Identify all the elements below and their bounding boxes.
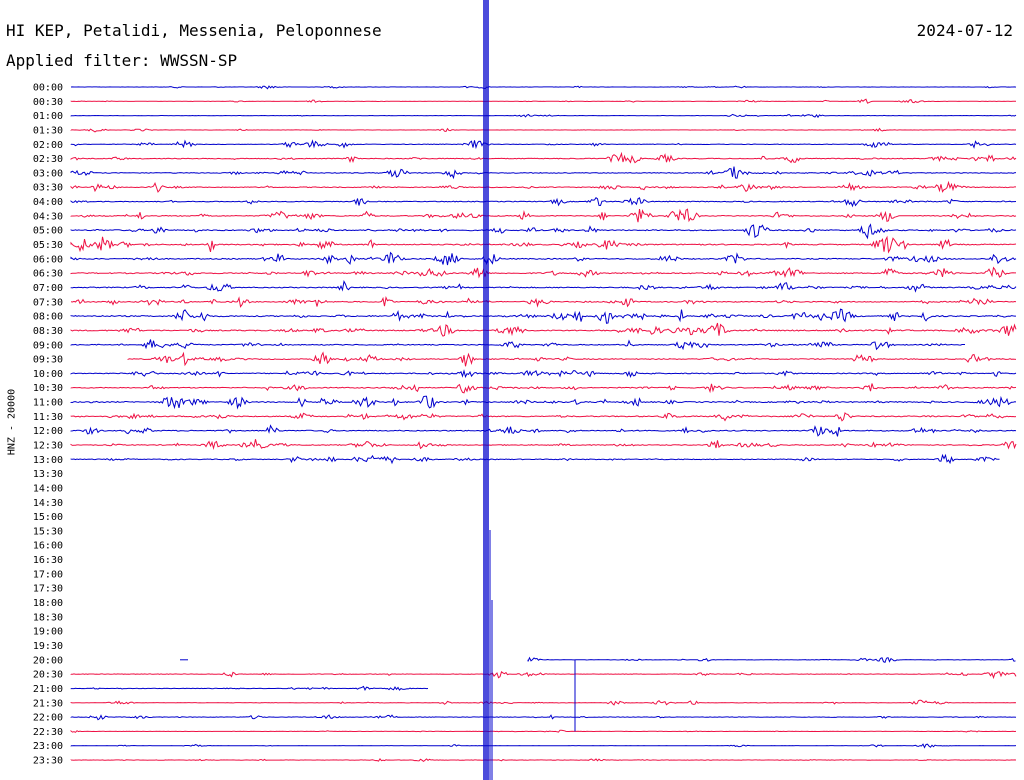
time-tick-label: 04:30 [33, 211, 63, 222]
trace-row-12:30 [70, 439, 1017, 451]
time-tick-label: 21:30 [33, 698, 63, 709]
time-tick-label: 06:00 [33, 254, 63, 265]
time-tick-label: 16:30 [33, 555, 63, 566]
time-tick-label: 20:00 [33, 655, 63, 666]
station-title: HI KEP, Petalidi, Messenia, Peloponnese [6, 21, 382, 40]
time-tick-label: 03:00 [33, 168, 63, 179]
traces [70, 85, 1017, 763]
trace-row-09:00 [70, 339, 965, 351]
time-tick-label: 14:30 [33, 498, 63, 509]
trace-row-05:30 [70, 235, 1017, 254]
time-tick-label: 07:00 [33, 283, 63, 294]
filter-label: Applied filter: WWSSN-SP [6, 51, 238, 70]
time-tick-label: 15:00 [33, 512, 63, 523]
trace-row-23:30 [70, 757, 1017, 763]
trace-row-02:30 [70, 151, 1017, 164]
trace-row-10:00 [70, 369, 1017, 379]
time-tick-label: 11:00 [33, 398, 63, 409]
trace-row-01:30 [70, 127, 1017, 133]
trace-row-01:00 [70, 113, 1017, 119]
time-tick-label: 18:30 [33, 612, 63, 623]
trace-row-04:30 [70, 208, 1017, 223]
trace-row-22:30 [70, 729, 1017, 733]
time-tick-label: 05:00 [33, 226, 63, 237]
time-tick-label: 00:00 [33, 83, 63, 94]
trace-row-22:00 [70, 714, 1017, 721]
time-tick-label: 09:00 [33, 340, 63, 351]
trace-row-08:00 [70, 308, 1016, 324]
time-tick-label: 16:00 [33, 541, 63, 552]
trace-row-07:00 [70, 280, 1017, 293]
time-tick-label: 22:00 [33, 713, 63, 724]
time-tick-label: 01:00 [33, 111, 63, 122]
trace-row-21:30 [70, 699, 1017, 706]
trace-row-00:30 [70, 98, 1017, 104]
trace-row-20:00 [527, 656, 1016, 663]
large-event-trace [483, 0, 576, 780]
trace-row-23:00 [70, 743, 1017, 749]
time-tick-label: 18:00 [33, 598, 63, 609]
time-labels: 00:00 00:30 01:00 01:30 02:00 02:30 03:00 03:30… [33, 83, 63, 767]
time-tick-label: 04:00 [33, 197, 63, 208]
time-tick-label: 03:30 [33, 183, 63, 194]
trace-row-02:00 [70, 139, 1017, 150]
trace-row-06:30 [70, 266, 1016, 279]
time-tick-label: 09:30 [33, 355, 63, 366]
trace-row-12:00 [70, 424, 1017, 437]
trace-row-00:00 [70, 85, 1017, 90]
time-tick-label: 08:30 [33, 326, 63, 337]
trace-row-03:00 [70, 166, 1017, 180]
time-tick-label: 01:30 [33, 125, 63, 136]
time-tick-label: 14:00 [33, 483, 63, 494]
trace-row-06:00 [70, 251, 1017, 266]
time-tick-label: 17:30 [33, 584, 63, 595]
time-tick-label: 10:30 [33, 383, 63, 394]
date-label: 2024-07-12 [916, 21, 1013, 40]
time-tick-label: 12:00 [33, 426, 63, 437]
trace-row-11:30 [70, 412, 1017, 422]
time-tick-label: 23:00 [33, 741, 63, 752]
time-tick-label: 13:30 [33, 469, 63, 480]
time-tick-label: 13:00 [33, 455, 63, 466]
trace-row-04:00 [70, 196, 1017, 208]
trace-row-11:00 [70, 395, 1017, 410]
time-tick-label: 06:30 [33, 269, 63, 280]
time-tick-label: 20:30 [33, 670, 63, 681]
trace-row-05:00 [70, 223, 1017, 240]
time-tick-label: 02:00 [33, 140, 63, 151]
time-tick-label: 17:00 [33, 569, 63, 580]
time-tick-label: 23:30 [33, 756, 63, 767]
time-tick-label: 12:30 [33, 441, 63, 452]
time-tick-label: 08:00 [33, 312, 63, 323]
time-tick-label: 19:30 [33, 641, 63, 652]
trace-row-13:00 [70, 453, 1000, 465]
time-tick-label: 02:30 [33, 154, 63, 165]
time-tick-label: 22:30 [33, 727, 63, 738]
time-tick-label: 10:00 [33, 369, 63, 380]
time-tick-label: 21:00 [33, 684, 63, 695]
time-tick-label: 11:30 [33, 412, 63, 423]
trace-row-07:30 [70, 295, 1017, 308]
time-tick-label: 05:30 [33, 240, 63, 251]
time-tick-label: 00:30 [33, 97, 63, 108]
trace-row-20:30 [70, 670, 1017, 680]
trace-row-10:30 [70, 383, 1017, 394]
time-tick-label: 15:30 [33, 526, 63, 537]
trace-row-09:30 [127, 351, 1017, 367]
time-tick-label: 19:00 [33, 627, 63, 638]
trace-row-08:30 [70, 322, 1017, 337]
time-tick-label: 07:30 [33, 297, 63, 308]
trace-row-03:30 [70, 180, 1016, 193]
trace-row-21:00 [70, 685, 429, 692]
